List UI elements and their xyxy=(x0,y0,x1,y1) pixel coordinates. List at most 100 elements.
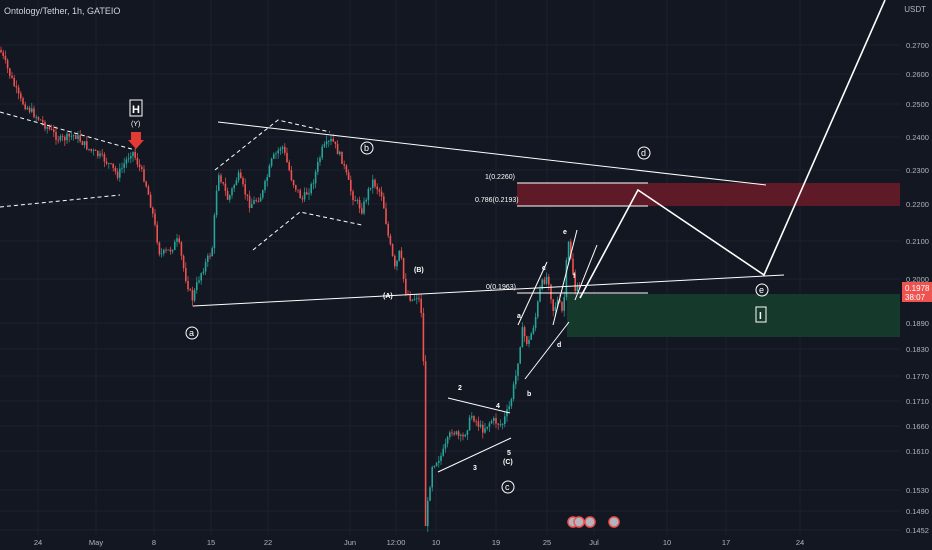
candle-body xyxy=(455,431,458,435)
candle-body xyxy=(37,117,40,120)
candle-body xyxy=(112,163,114,168)
price-tick-label: 0.2400 xyxy=(906,133,929,142)
candle-body xyxy=(312,183,315,185)
candle-body xyxy=(424,361,427,527)
candle-body xyxy=(394,255,396,267)
price-tick-label: 0.2700 xyxy=(906,41,929,50)
dashed-channel-bottom xyxy=(252,211,363,251)
candle-body xyxy=(528,339,530,345)
candle-body xyxy=(266,177,268,181)
candle-body xyxy=(297,189,299,191)
candle-body xyxy=(244,184,246,195)
candle-body xyxy=(464,434,466,437)
candle-body xyxy=(510,398,513,407)
wave-I-label: I xyxy=(759,311,762,322)
time-tick-label: 17 xyxy=(722,538,730,547)
candle-body xyxy=(213,215,216,249)
candle-body xyxy=(306,192,308,195)
candle-body xyxy=(240,172,242,179)
candle-body xyxy=(321,146,323,158)
candle-body xyxy=(97,150,99,157)
candle-body xyxy=(435,462,438,466)
candle-body xyxy=(354,200,356,202)
candle-body xyxy=(270,158,273,166)
candle-body xyxy=(165,249,167,251)
candle-body xyxy=(301,198,304,200)
projection-path xyxy=(579,0,886,299)
candle-body xyxy=(101,153,103,155)
candle-body xyxy=(466,430,469,435)
wave-b-label: b xyxy=(364,143,369,153)
candle-body xyxy=(350,179,352,192)
minor-3-label: 3 xyxy=(473,465,477,472)
candle-body xyxy=(515,375,517,385)
candle-body xyxy=(545,276,548,284)
candle-body xyxy=(273,154,275,159)
candle-body xyxy=(565,260,568,298)
candle-body xyxy=(332,138,334,142)
wave-e-label: e xyxy=(759,285,764,295)
minor-f-label: f xyxy=(573,273,576,280)
candle-body xyxy=(242,178,244,185)
candle-body xyxy=(24,104,26,110)
candle-body xyxy=(105,161,108,164)
candle-body xyxy=(72,135,75,137)
price-axis[interactable]: 0.2700 0.2600 0.2500 0.2400 0.2300 0.2200 0.21… xyxy=(906,41,929,535)
minor-A-label: (A) xyxy=(383,293,393,300)
candle-body xyxy=(444,443,447,449)
candle-body xyxy=(255,200,257,201)
candle-body xyxy=(222,182,224,184)
time-tick-label: 24 xyxy=(796,538,804,547)
candle-body xyxy=(290,170,293,181)
candle-body xyxy=(295,185,297,190)
candle-body xyxy=(257,200,260,202)
minor-C-label: (C) xyxy=(503,459,513,466)
candle-body xyxy=(374,179,376,187)
candle-body xyxy=(163,249,165,254)
candle-body xyxy=(462,434,464,437)
candle-body xyxy=(79,135,81,142)
candle-body xyxy=(6,60,9,69)
candle-body xyxy=(180,242,183,256)
wave-a-label: a xyxy=(189,328,194,338)
minor-d-label: d xyxy=(557,342,561,349)
candle-body xyxy=(127,158,130,160)
minor-b-label: b xyxy=(527,391,531,398)
candle-body xyxy=(171,249,174,252)
time-tick-label: 12:00 xyxy=(387,538,406,547)
candle-body xyxy=(198,280,200,283)
support-zone xyxy=(567,294,900,337)
symbol-title[interactable]: Ontology/Tether, 1h, GATEIO xyxy=(4,6,121,16)
candle-body xyxy=(64,136,66,141)
candle-body xyxy=(220,175,222,183)
candle-body xyxy=(427,500,429,527)
candle-body xyxy=(28,107,31,112)
event-icons[interactable] xyxy=(567,516,620,528)
candle-body xyxy=(356,200,359,202)
event-icon-2 xyxy=(573,516,585,528)
candle-body xyxy=(46,127,48,129)
candle-body xyxy=(420,298,422,314)
candle-body xyxy=(543,279,546,284)
candle-body xyxy=(376,186,378,190)
candle-body xyxy=(532,327,535,334)
candle-body xyxy=(550,284,552,300)
candle-body xyxy=(563,297,565,311)
candle-body xyxy=(477,421,480,427)
time-tick-label: 25 xyxy=(543,538,551,547)
candle-body xyxy=(367,188,370,200)
time-tick-label: Jun xyxy=(344,538,356,547)
candle-body xyxy=(336,143,339,155)
time-axis[interactable]: 24 May 8 15 22 Jun 12:00 10 19 25 Jul 10 17 24 xyxy=(34,538,804,547)
candle-body xyxy=(110,163,112,165)
price-tick-label: 0.2300 xyxy=(906,166,929,175)
candle-body xyxy=(431,467,433,488)
candle-body xyxy=(81,141,84,146)
price-tick-label: 0.1660 xyxy=(906,422,929,431)
candle-body xyxy=(497,423,499,425)
diag-2 xyxy=(574,244,598,301)
candle-body xyxy=(50,129,53,130)
candle-body xyxy=(22,98,24,105)
